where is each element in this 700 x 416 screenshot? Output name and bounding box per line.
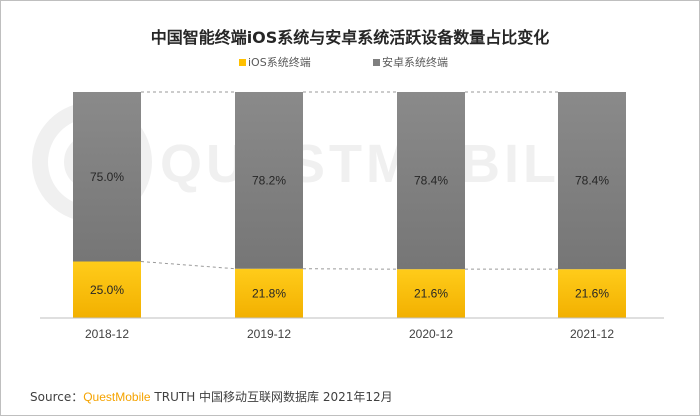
bar-ios-2018-12 bbox=[73, 261, 141, 318]
legend-label-android: 安卓系统终端 bbox=[382, 55, 448, 69]
bars bbox=[73, 92, 626, 318]
data-label-android-2018-12: 75.0% bbox=[90, 170, 124, 184]
data-label-android-2019-12: 78.2% bbox=[252, 173, 286, 187]
x-tick-label: 2019-12 bbox=[247, 327, 291, 341]
bar-android-2019-12 bbox=[235, 92, 303, 269]
x-tick-label: 2018-12 bbox=[85, 327, 129, 341]
x-tick-label: 2020-12 bbox=[409, 327, 453, 341]
data-label-android-2021-12: 78.4% bbox=[575, 174, 609, 188]
source-rest: TRUTH 中国移动互联网数据库 2021年12月 bbox=[150, 390, 393, 404]
legend-swatch-ios bbox=[239, 59, 246, 66]
data-label-ios-2020-12: 21.6% bbox=[414, 287, 448, 301]
data-labels: 25.0% 75.0% 21.8% 78.2% 21.6% 78.4% 21.6% 78.4% bbox=[90, 170, 609, 301]
bar-android-2021-12 bbox=[558, 92, 626, 270]
x-tick-label: 2021-12 bbox=[570, 327, 614, 341]
bar-ios-2021-12 bbox=[558, 269, 626, 318]
bar-android-2018-12 bbox=[73, 92, 141, 262]
source-prefix: Source： bbox=[30, 390, 84, 404]
source-brand: QuestMobile bbox=[83, 390, 151, 404]
connector-lines bbox=[140, 91, 558, 270]
legend-swatch-android bbox=[373, 59, 380, 66]
bar-ios-2020-12 bbox=[397, 269, 465, 318]
bar-android-2020-12 bbox=[397, 92, 465, 270]
legend: iOS系统终端 安卓系统终端 bbox=[239, 55, 448, 69]
x-axis-ticks: 2018-12 2019-12 2020-12 2021-12 bbox=[85, 327, 614, 341]
data-label-ios-2018-12: 25.0% bbox=[90, 283, 124, 297]
data-label-ios-2021-12: 21.6% bbox=[575, 287, 609, 301]
bar-ios-2019-12 bbox=[235, 268, 303, 318]
legend-label-ios: iOS系统终端 bbox=[248, 55, 311, 69]
watermark-text: QUESTMOBILE bbox=[160, 134, 600, 194]
data-label-ios-2019-12: 21.8% bbox=[252, 286, 286, 300]
source-note: Source：QuestMobile TRUTH 中国移动互联网数据库 2021… bbox=[30, 388, 393, 405]
chart-title: 中国智能终端iOS系统与安卓系统活跃设备数量占比变化 bbox=[151, 28, 550, 47]
data-label-android-2020-12: 78.4% bbox=[414, 174, 448, 188]
connector-line-mid bbox=[140, 261, 236, 270]
